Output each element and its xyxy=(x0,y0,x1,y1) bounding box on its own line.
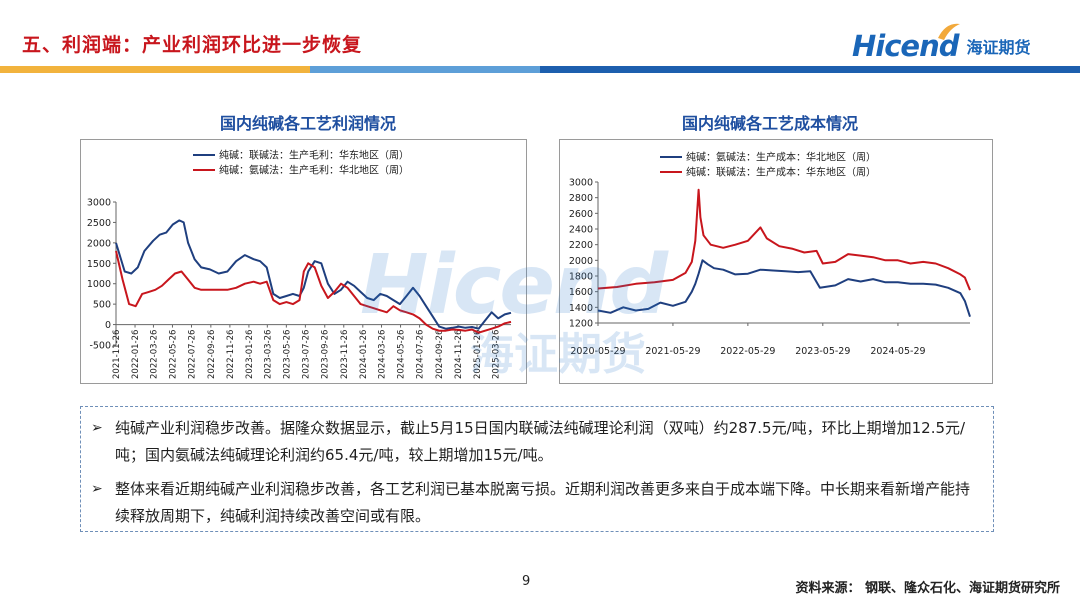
series-line xyxy=(597,188,971,291)
x-tick-label: 2023-03-26 xyxy=(263,330,273,379)
logo: Hicend 海证期货 xyxy=(852,23,1031,66)
chart-title-cost: 国内纯碱各工艺成本情况 xyxy=(682,114,859,133)
page-number: 9 xyxy=(522,574,531,589)
page-title: 五、利润端：产业利润环比进一步恢复 xyxy=(22,34,363,56)
x-tick-label: 2023-07-26 xyxy=(301,330,311,379)
x-tick-label: 2024-07-26 xyxy=(416,330,426,379)
arrow-bullet-icon: ➢ xyxy=(91,481,103,497)
y-tick-label: 2400 xyxy=(569,225,593,236)
y-tick-label: 3000 xyxy=(87,198,111,209)
x-tick-label: 2024-05-26 xyxy=(397,330,407,379)
y-tick-label: 0 xyxy=(105,320,111,331)
x-tick-label: 2023-05-29 xyxy=(795,346,850,357)
bullet-text: 纯碱产业利润稳步改善。据隆众数据显示，截止5月15日国内联碱法纯碱理论利润（双吨… xyxy=(115,419,966,464)
legend-label: 纯碱：氨碱法：生产成本：华北地区（周） xyxy=(686,151,876,164)
y-tick-label: 1500 xyxy=(87,259,111,270)
profit-chart: 3000 2500 2000 1500 1000 500 0 -500 2021-11-26 20… xyxy=(80,139,527,384)
y-tick-label: 1600 xyxy=(569,287,593,298)
bullet-text: 整体来看近期纯碱产业利润稳步改善，各工艺利润已基本脱离亏损。近期利润改善更多来自… xyxy=(115,480,971,525)
x-tick-label: 2022-09-26 xyxy=(207,330,217,379)
series-line xyxy=(115,250,512,334)
y-tick-label: -500 xyxy=(89,341,111,352)
x-tick-label: 2022-05-29 xyxy=(720,346,775,357)
y-tick-label: 1800 xyxy=(569,272,593,283)
x-tick-label: 2021-11-26 xyxy=(112,330,122,379)
y-tick-label: 3000 xyxy=(569,178,593,189)
x-tick-label: 2021-05-29 xyxy=(645,346,700,357)
x-tick-label: 2024-09-26 xyxy=(435,330,445,379)
y-tick-label: 2000 xyxy=(569,256,593,267)
x-tick-label: 2023-11-26 xyxy=(340,330,350,379)
x-tick-label: 2022-03-26 xyxy=(149,330,159,379)
x-tick-label: 2025-03-26 xyxy=(491,330,501,379)
header-divider xyxy=(0,66,1080,73)
x-tick-label: 2023-05-26 xyxy=(282,330,292,379)
cost-chart-canvas: 3000 2800 2600 2400 2200 2000 1800 1600 1400 1200… xyxy=(569,151,971,357)
y-tick-label: 2800 xyxy=(569,193,593,204)
y-tick-label: 2500 xyxy=(87,218,111,229)
profit-chart-canvas: 3000 2500 2000 1500 1000 500 0 -500 2021-11-26 20… xyxy=(87,149,512,379)
legend-label: 纯碱：氨碱法：生产毛利：华北地区（周） xyxy=(219,164,409,177)
y-tick-label: 2600 xyxy=(569,209,593,220)
x-tick-label: 2024-03-26 xyxy=(378,330,388,379)
x-tick-label: 2025-01-26 xyxy=(473,330,483,379)
y-tick-label: 2000 xyxy=(87,238,111,249)
y-tick-label: 2200 xyxy=(569,240,593,251)
x-tick-label: 2023-09-26 xyxy=(321,330,331,379)
swoosh-icon xyxy=(938,23,960,40)
source-note: 资料来源： 钢联、隆众石化、海证期货研究所 xyxy=(795,581,1060,596)
x-tick-label: 2023-01-26 xyxy=(245,330,255,379)
x-tick-label: 2022-11-26 xyxy=(226,330,236,379)
logo-chinese: 海证期货 xyxy=(966,38,1031,57)
y-tick-label: 1400 xyxy=(569,303,593,314)
x-tick-label: 2022-07-26 xyxy=(188,330,198,379)
summary-bullet: ➢ 整体来看近期纯碱产业利润稳步改善，各工艺利润已基本脱离亏损。近期利润改善更多… xyxy=(89,476,981,530)
x-tick-label: 2024-05-29 xyxy=(870,346,925,357)
summary-box: ➢ 纯碱产业利润稳步改善。据隆众数据显示，截止5月15日国内联碱法纯碱理论利润（… xyxy=(80,406,994,532)
series-line xyxy=(597,259,971,318)
arrow-bullet-icon: ➢ xyxy=(91,420,103,436)
legend-label: 纯碱：联碱法：生产毛利：华东地区（周） xyxy=(219,149,409,162)
x-tick-label: 2022-01-26 xyxy=(131,330,141,379)
y-tick-label: 500 xyxy=(93,300,111,311)
x-tick-label: 2020-05-29 xyxy=(570,346,625,357)
x-tick-label: 2024-11-26 xyxy=(454,330,464,379)
legend-label: 纯碱：联碱法：生产成本：华东地区（周） xyxy=(686,166,876,179)
y-tick-label: 1000 xyxy=(87,279,111,290)
cost-chart: 3000 2800 2600 2400 2200 2000 1800 1600 1400 1200… xyxy=(559,139,993,384)
x-tick-label: 2024-01-26 xyxy=(359,330,369,379)
series-line xyxy=(115,219,512,330)
y-tick-label: 1200 xyxy=(569,319,593,330)
summary-bullet: ➢ 纯碱产业利润稳步改善。据隆众数据显示，截止5月15日国内联碱法纯碱理论利润（… xyxy=(89,415,981,469)
x-tick-label: 2022-05-26 xyxy=(168,330,178,379)
chart-title-profit: 国内纯碱各工艺利润情况 xyxy=(220,114,397,133)
